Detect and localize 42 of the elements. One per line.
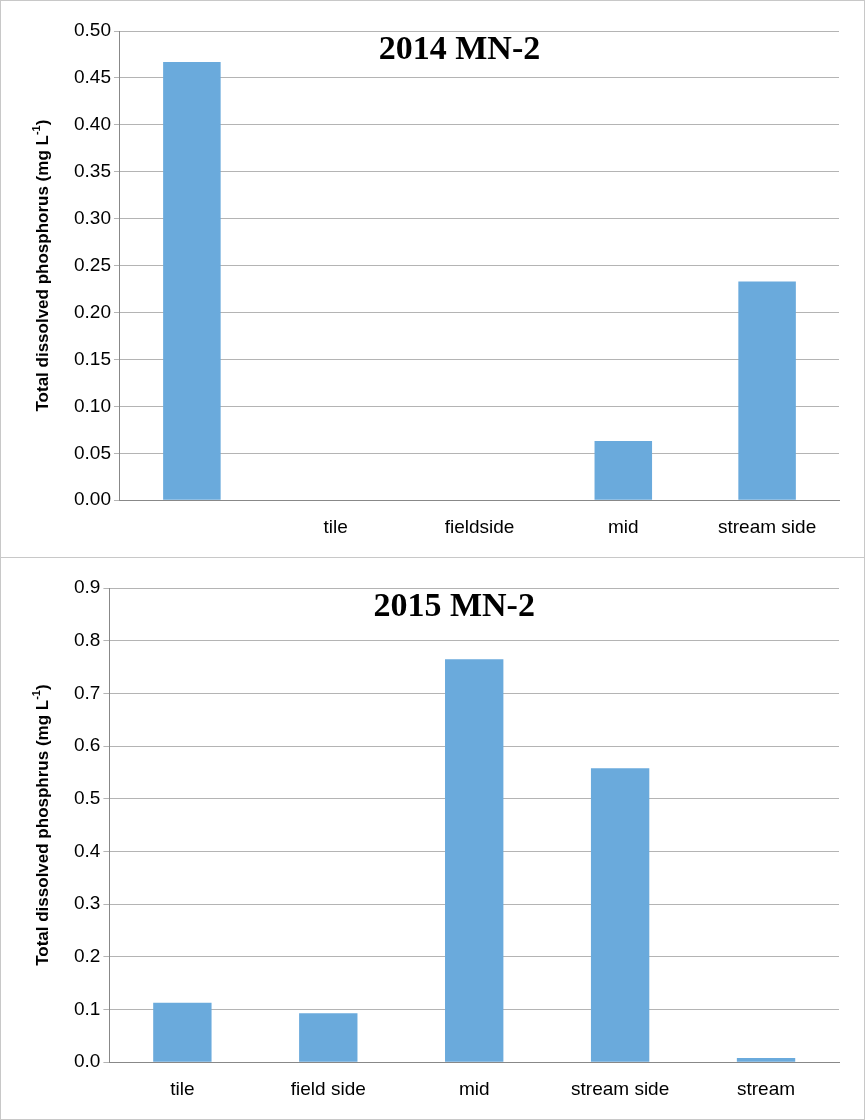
bar — [153, 1002, 212, 1062]
bar — [736, 1057, 796, 1062]
y-axis-title: Total dissolved phosphorus (mg L-1) — [30, 119, 52, 412]
y-axis-title: Total dissolved phosphrus (mg L-1) — [30, 684, 52, 966]
y-tick-label: 0.2 — [73, 945, 101, 967]
y-tick-label: 0.45 — [74, 66, 111, 88]
chart-title: 2015 MN-2 — [373, 585, 535, 623]
x-tick-label: tile — [170, 1077, 195, 1099]
x-tick-label: mid — [458, 1077, 490, 1099]
y-tick-label: 0.50 — [74, 19, 111, 41]
bar — [594, 441, 653, 500]
y-tick-label: 0.05 — [74, 441, 111, 463]
x-tick-label: field side — [290, 1077, 366, 1099]
chart-title: 2014 MN-2 — [378, 28, 541, 66]
y-tick-label: 0.7 — [73, 681, 101, 703]
y-tick-label: 0.1 — [73, 997, 101, 1019]
bar — [163, 61, 221, 500]
x-tick-label: mid — [607, 515, 639, 537]
x-tick-label: stream side — [571, 1077, 670, 1099]
x-tick-label: tile — [323, 515, 348, 537]
y-tick-label: 0.9 — [73, 576, 101, 598]
x-tick-label: stream — [737, 1077, 796, 1099]
bar — [299, 1013, 358, 1062]
y-tick-label: 0.8 — [73, 628, 101, 650]
y-tick-label: 0.00 — [74, 488, 111, 510]
bar — [445, 659, 504, 1062]
y-tick-label: 0.6 — [73, 734, 101, 756]
y-tick-label: 0.0 — [73, 1050, 101, 1072]
y-tick-label: 0.25 — [74, 253, 111, 275]
y-tick-label: 0.3 — [73, 892, 101, 914]
y-tick-label: 0.15 — [74, 347, 111, 369]
bar — [738, 281, 796, 500]
x-tick-label: stream side — [718, 515, 817, 537]
y-tick-label: 0.35 — [74, 159, 111, 181]
y-tick-label: 0.10 — [74, 394, 111, 416]
y-tick-label: 0.40 — [74, 113, 111, 135]
y-tick-label: 0.20 — [74, 300, 111, 322]
bar — [590, 768, 650, 1062]
y-tick-label: 0.30 — [74, 206, 111, 228]
y-tick-label: 0.4 — [73, 839, 101, 861]
y-tick-label: 0.5 — [73, 786, 101, 808]
x-tick-label: fieldside — [444, 515, 515, 537]
